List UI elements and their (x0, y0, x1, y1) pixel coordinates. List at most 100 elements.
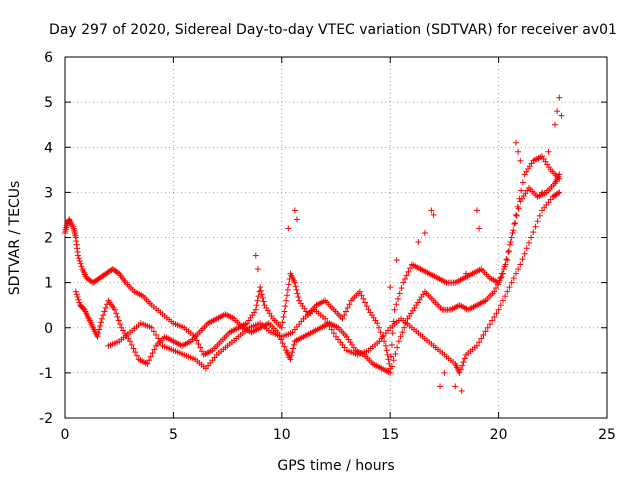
data-point-marker (504, 288, 511, 295)
data-point-marker (511, 220, 518, 227)
data-point-marker (291, 207, 298, 214)
x-tick-label: 10 (273, 427, 291, 443)
y-tick-label: 5 (44, 95, 53, 111)
data-point-marker (500, 266, 507, 273)
data-point-marker (75, 255, 82, 262)
data-point-marker (388, 363, 395, 370)
data-point-marker (390, 357, 397, 364)
data-point-marker (492, 285, 499, 292)
data-point-marker (73, 291, 80, 298)
data-point-marker (293, 216, 300, 223)
data-point-marker (128, 341, 135, 348)
data-point-marker (551, 121, 558, 128)
chart-title: Day 297 of 2020, Sidereal Day-to-day VTE… (49, 22, 617, 38)
data-point-marker (294, 290, 301, 297)
data-point-marker (285, 225, 292, 232)
data-point-marker (255, 293, 262, 300)
data-point-marker (293, 286, 300, 293)
data-point-marker (457, 366, 464, 373)
y-axis-label: SDTVAR / TECUs (7, 181, 23, 296)
data-point-marker (199, 348, 206, 355)
data-point-marker (390, 318, 397, 325)
data-point-marker (74, 294, 81, 301)
data-point-marker (358, 292, 365, 299)
data-point-marker (277, 336, 284, 343)
data-point-marker (363, 303, 370, 310)
data-point-marker (400, 279, 407, 286)
data-point-marker (512, 211, 519, 218)
data-point-marker (151, 346, 158, 353)
data-point-marker (407, 265, 414, 272)
data-point-marker (252, 252, 259, 259)
data-point-marker (385, 356, 392, 363)
data-point-marker (384, 351, 391, 358)
data-point-marker (114, 269, 121, 276)
data-point-marker (512, 270, 519, 277)
data-point-marker (482, 328, 489, 335)
data-point-marker (387, 369, 394, 376)
data-point-marker (506, 241, 513, 248)
data-point-marker (278, 324, 285, 331)
data-point-marker (72, 288, 79, 295)
data-point-marker (77, 260, 84, 267)
data-point-marker (452, 383, 459, 390)
data-point-marker (386, 360, 393, 367)
data-point-marker (76, 299, 83, 306)
data-point-marker (428, 207, 435, 214)
data-point-marker (283, 297, 290, 304)
data-point-marker (281, 343, 288, 350)
data-point-marker (96, 326, 103, 333)
data-point-marker (253, 302, 260, 309)
data-point-marker (506, 248, 513, 255)
data-point-marker (515, 205, 522, 212)
data-point-marker (519, 179, 526, 186)
data-point-marker (545, 148, 552, 155)
data-point-marker (498, 274, 505, 281)
data-point-marker (398, 285, 405, 292)
data-point-marker (460, 359, 467, 366)
data-point-marker (518, 187, 525, 194)
data-point-marker (97, 322, 104, 329)
x-axis-label: GPS time / hours (277, 458, 394, 474)
data-points (62, 94, 565, 394)
data-point-marker (504, 257, 511, 264)
data-point-marker (493, 310, 500, 317)
data-point-marker (510, 275, 517, 282)
data-point-marker (101, 308, 108, 315)
data-point-marker (111, 306, 118, 313)
x-tick-label: 25 (598, 427, 616, 443)
data-point-marker (326, 322, 333, 329)
data-point-marker (113, 310, 120, 317)
data-point-marker (133, 352, 140, 359)
data-point-marker (501, 263, 508, 270)
data-point-marker (505, 248, 512, 255)
data-point-marker (461, 355, 468, 362)
data-point-marker (396, 290, 403, 297)
data-point-marker (146, 357, 153, 364)
data-point-marker (513, 212, 520, 219)
data-point-marker (405, 268, 412, 275)
data-point-marker (459, 362, 466, 369)
data-point-marker (341, 312, 348, 319)
data-point-marker (289, 349, 296, 356)
data-point-marker (437, 383, 444, 390)
data-point-marker (374, 320, 381, 327)
data-point-marker (507, 239, 514, 246)
data-point-marker (393, 301, 400, 308)
data-point-marker (473, 207, 480, 214)
data-point-marker (259, 294, 266, 301)
data-point-marker (476, 339, 483, 346)
data-point-marker (295, 294, 302, 301)
data-point-marker (75, 252, 82, 259)
data-point-marker (463, 270, 470, 277)
data-point-marker (288, 352, 295, 359)
data-point-marker (115, 317, 122, 324)
data-point-marker (292, 283, 299, 290)
data-point-marker (98, 315, 105, 322)
data-point-marker (401, 276, 408, 283)
data-point-marker (155, 335, 162, 342)
data-point-marker (153, 331, 160, 338)
data-point-marker (489, 317, 496, 324)
data-point-marker (279, 340, 286, 347)
data-point-marker (195, 340, 202, 347)
